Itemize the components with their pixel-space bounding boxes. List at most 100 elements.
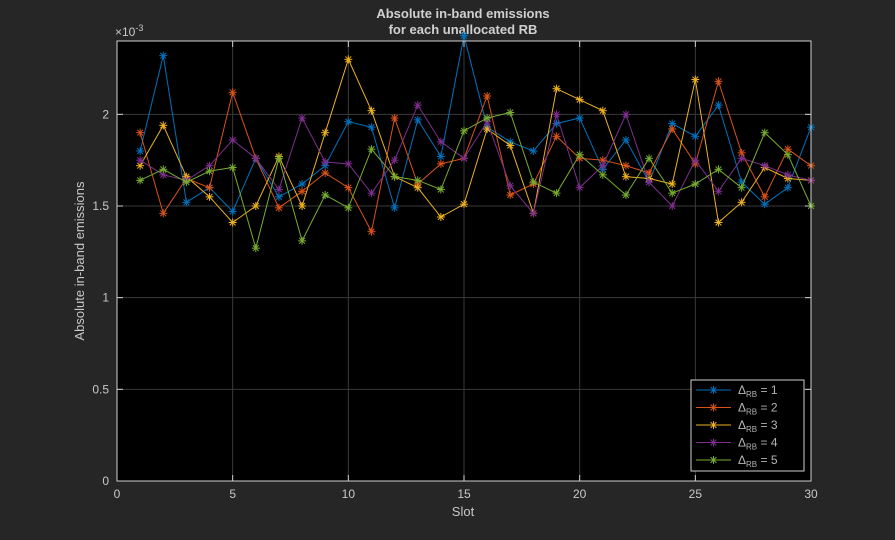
data-point — [228, 218, 237, 227]
legend-delta: Δ — [738, 401, 746, 415]
data-point — [159, 165, 168, 174]
x-tick-label: 5 — [229, 487, 236, 501]
data-point — [228, 88, 237, 97]
data-point — [413, 115, 422, 124]
legend-subscript: RB — [746, 390, 757, 399]
legend-series-name: 1 — [771, 383, 778, 397]
y-exponent-base: ×10 — [115, 25, 136, 39]
legend-delta: Δ — [738, 453, 746, 467]
data-point — [783, 183, 792, 192]
data-point — [691, 75, 700, 84]
legend-series-name: 2 — [771, 401, 778, 415]
legend-item-1: ΔRB = 1 — [696, 383, 778, 399]
data-point — [506, 181, 515, 190]
legend-item-2: ΔRB = 2 — [696, 401, 778, 417]
data-point — [321, 169, 330, 177]
legend-equals: = — [757, 418, 771, 432]
x-tick-label: 15 — [457, 487, 471, 501]
data-point — [552, 84, 561, 93]
data-point — [737, 154, 746, 163]
legend-marker — [709, 421, 718, 429]
series-line-4 — [139, 104, 812, 215]
data-point — [228, 163, 237, 172]
legend-series-name: 3 — [771, 418, 778, 432]
series-3 — [136, 55, 815, 227]
legend-marker — [709, 386, 718, 394]
data-point — [436, 159, 445, 168]
data-point — [760, 200, 769, 209]
data-point — [460, 31, 468, 40]
legend-marker — [709, 403, 718, 412]
legend-series-name: 4 — [771, 436, 778, 450]
data-point — [228, 136, 237, 144]
series-line-2 — [139, 79, 812, 234]
data-point — [483, 92, 492, 100]
data-point — [460, 154, 468, 163]
data-point — [575, 183, 584, 192]
data-point — [159, 121, 168, 130]
x-axis-label: Slot — [452, 504, 475, 519]
data-point — [668, 180, 677, 188]
y-tick-label: 0 — [102, 474, 109, 488]
data-point — [460, 126, 468, 135]
y-tick-label: 1 — [102, 291, 109, 305]
x-tick-label: 0 — [114, 487, 121, 501]
data-point — [298, 187, 307, 196]
data-point — [714, 165, 723, 174]
data-point — [367, 145, 376, 154]
legend-subscript: RB — [746, 443, 757, 452]
legend-marker — [709, 456, 718, 464]
data-point — [205, 167, 214, 176]
data-point — [506, 141, 515, 150]
data-point — [691, 156, 700, 165]
data-point — [274, 154, 283, 163]
data-point — [552, 132, 561, 141]
data-point — [691, 132, 700, 141]
data-point — [668, 119, 677, 128]
legend-label: ΔRB = 5 — [738, 453, 778, 469]
data-point — [136, 147, 145, 155]
data-point — [783, 145, 792, 154]
legend-subscript: RB — [746, 408, 757, 417]
data-point — [760, 128, 769, 137]
y-tick-label: 1.5 — [92, 199, 109, 213]
data-point — [598, 170, 607, 179]
legend-subscript: RB — [746, 460, 757, 469]
data-point — [251, 154, 260, 163]
data-point — [390, 114, 399, 122]
data-point — [367, 106, 376, 115]
legend-equals: = — [757, 401, 771, 415]
data-point — [737, 198, 746, 207]
data-point — [483, 114, 492, 122]
data-point — [159, 51, 168, 60]
legend-label: ΔRB = 2 — [738, 401, 778, 417]
x-tick-label: 20 — [573, 487, 587, 501]
y-tick-label: 2 — [102, 107, 109, 121]
data-point — [621, 110, 630, 119]
data-point — [321, 128, 330, 137]
data-point — [344, 183, 353, 192]
series-line-3 — [139, 57, 812, 224]
series-4 — [136, 101, 815, 218]
data-point — [413, 183, 422, 192]
data-point — [575, 150, 584, 159]
data-point — [344, 117, 353, 126]
data-point — [367, 123, 376, 132]
data-point — [529, 147, 538, 155]
chart-title-line-2: for each unallocated RB — [389, 22, 538, 37]
series-line-1 — [139, 35, 812, 213]
data-point — [274, 203, 283, 212]
data-point — [714, 218, 723, 227]
data-point — [390, 172, 399, 181]
x-tick-label: 25 — [689, 487, 703, 501]
data-point — [182, 178, 191, 187]
data-point — [621, 161, 630, 170]
legend-equals: = — [757, 453, 771, 467]
y-axis-exponent: ×10-3 — [115, 23, 143, 39]
data-point — [413, 176, 422, 185]
data-point — [251, 244, 260, 253]
data-point — [645, 178, 654, 187]
data-point — [205, 183, 214, 192]
